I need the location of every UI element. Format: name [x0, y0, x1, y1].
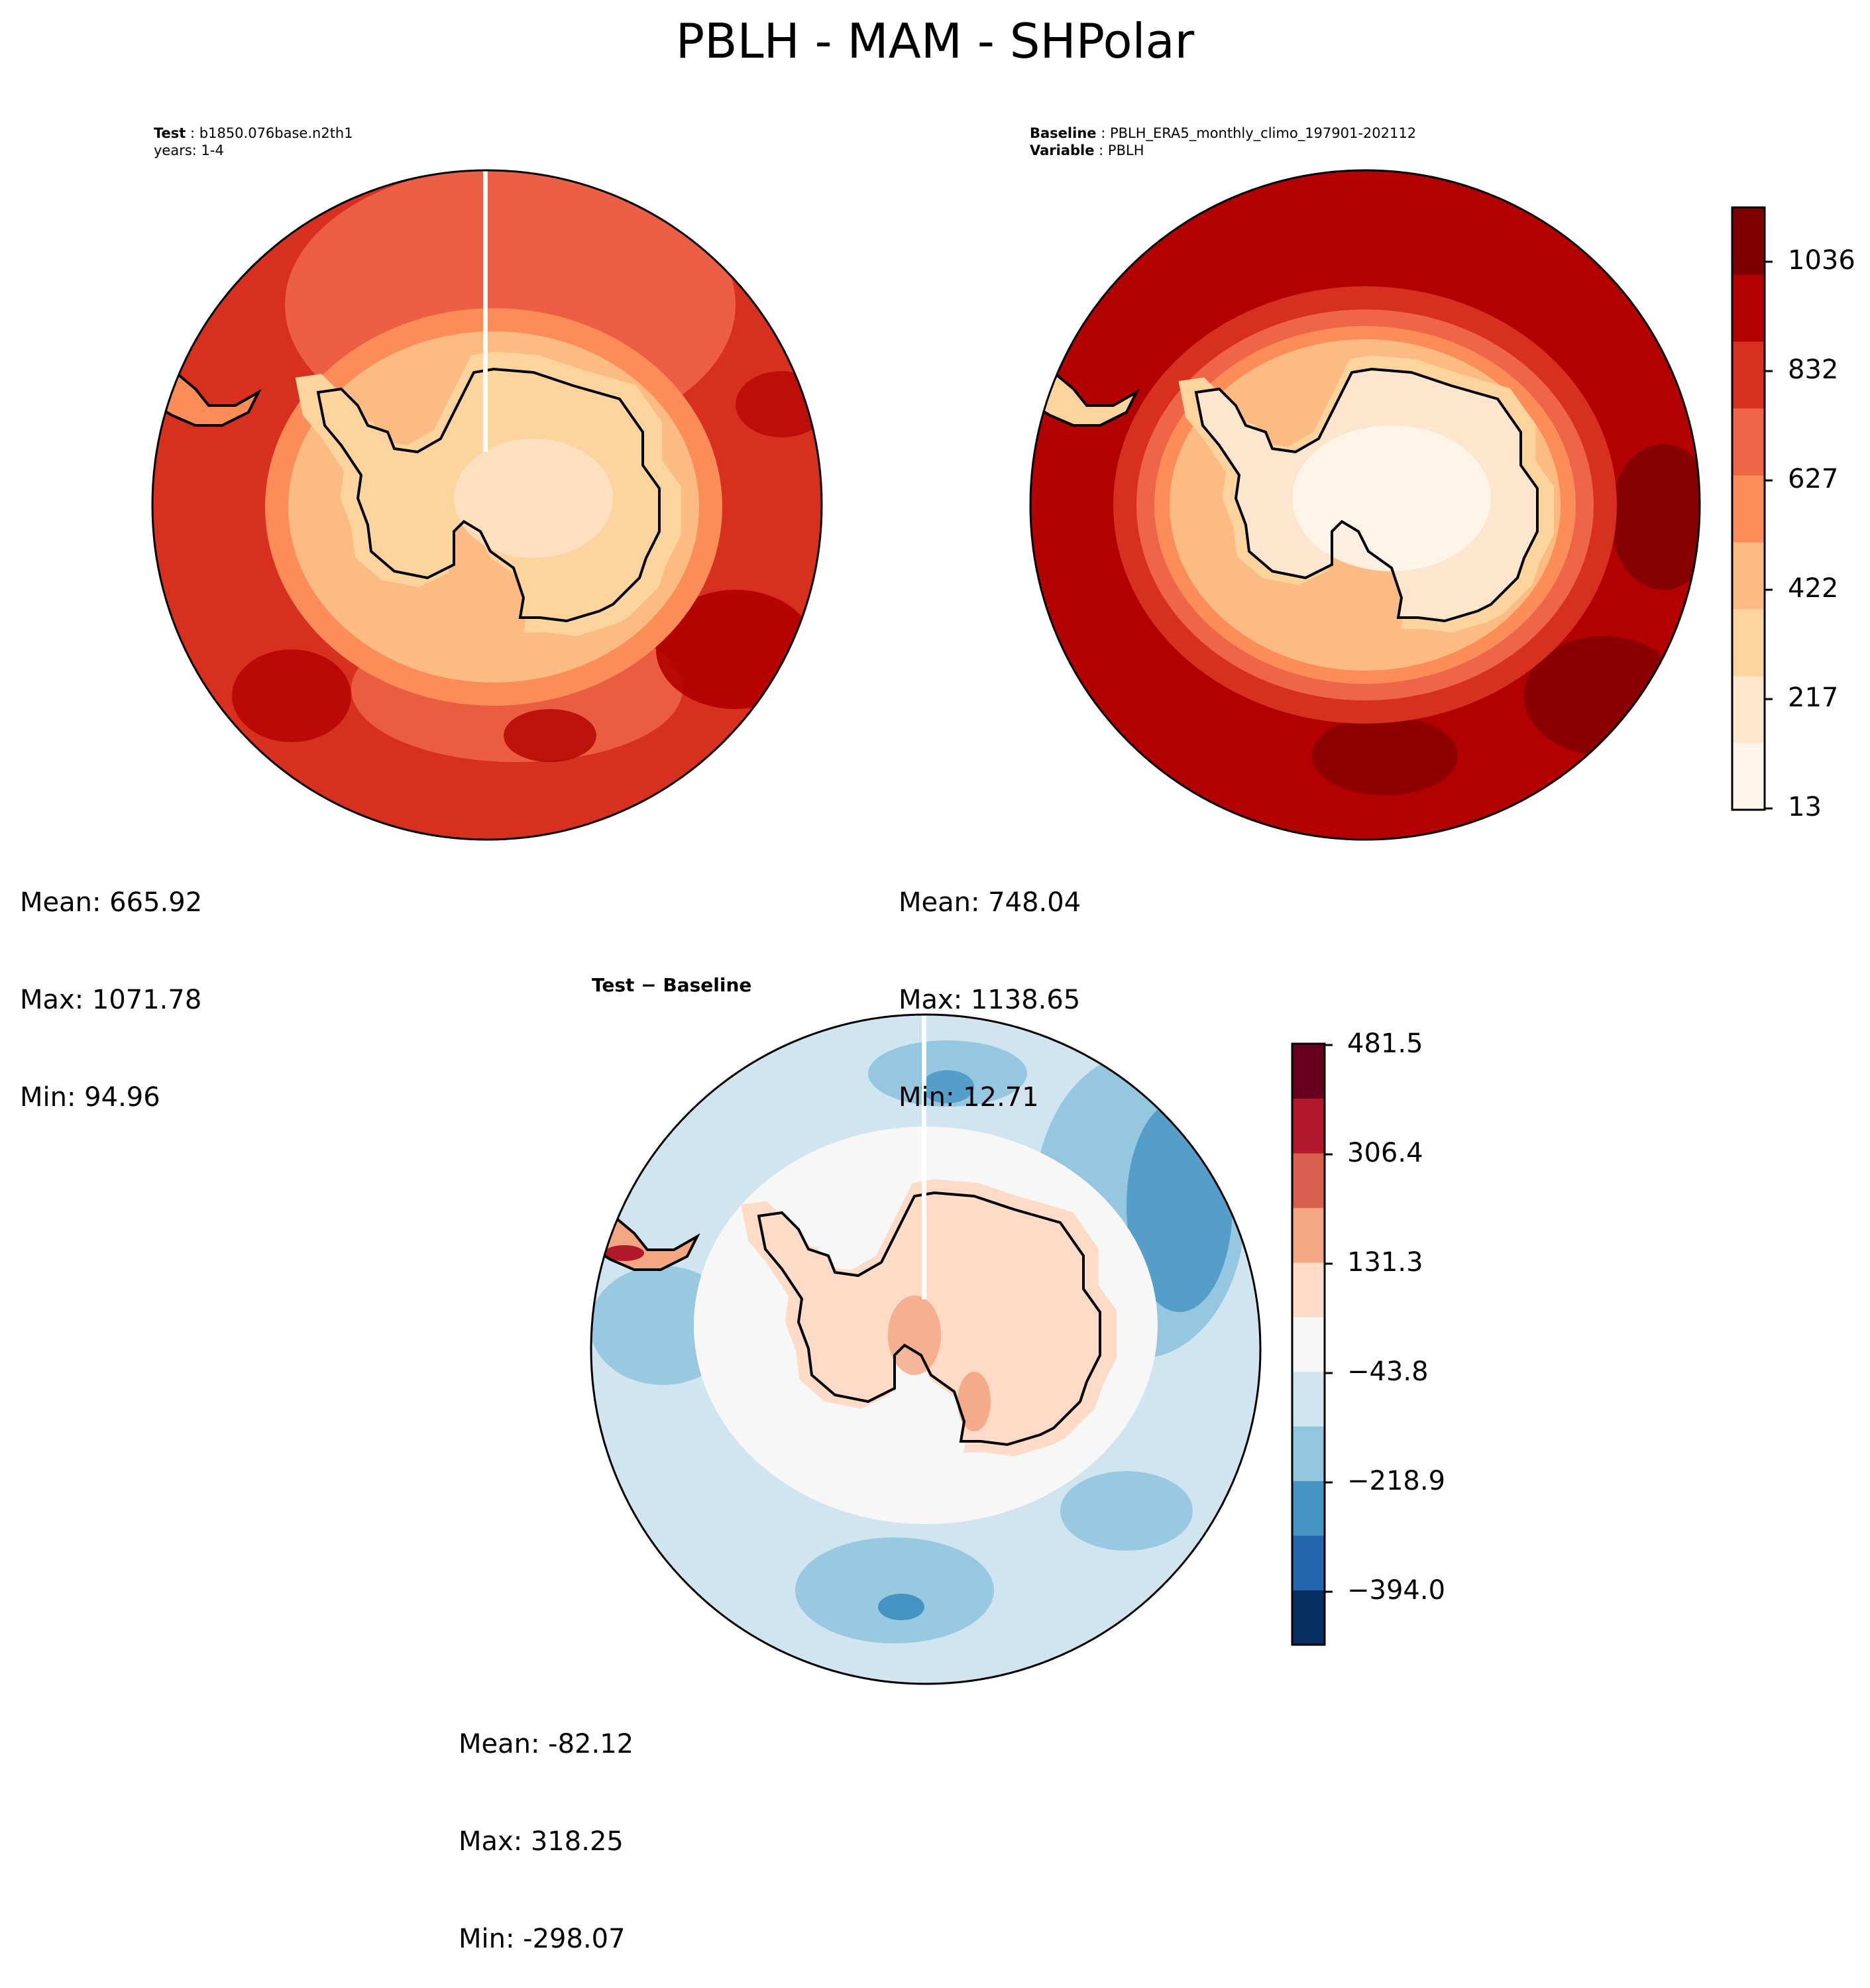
colorbar-segment [1292, 1317, 1325, 1372]
test-min: Min: 94.96 [20, 1082, 160, 1113]
top-colorbar-tick: 832 [1788, 355, 1839, 385]
difference-min: Min: -298.07 [459, 1924, 626, 1954]
baseline-case-name: PBLH_ERA5_monthly_climo_197901-202112 [1109, 125, 1417, 141]
colorbar-segment [1292, 1480, 1325, 1536]
colorbar-segment [1732, 609, 1765, 677]
baseline-panel-header: Baseline : PBLH_ERA5_monthly_climo_19790… [1030, 125, 1417, 158]
test-header-key: Test [154, 125, 186, 141]
diff-colorbar-tick: −43.8 [1347, 1356, 1429, 1387]
colorbar-segment [1292, 1152, 1325, 1208]
variable-name: PBLH [1107, 142, 1144, 158]
colorbar-segment [1292, 1207, 1325, 1263]
figure-title: PBLH - MAM - SHPolar [675, 13, 1195, 69]
difference-colorbar [1291, 1042, 1333, 1646]
difference-panel-header: Test − Baseline [592, 974, 752, 996]
difference-max: Max: 318.25 [459, 1826, 624, 1857]
top-colorbar-tick: 1036 [1788, 245, 1855, 276]
test-max: Max: 1071.78 [20, 985, 202, 1015]
test-mean: Mean: 665.92 [20, 887, 203, 918]
colorbar-segment [1292, 1590, 1325, 1645]
difference-mean: Mean: -82.12 [459, 1729, 634, 1759]
top-colorbar-tick: 422 [1788, 573, 1839, 604]
baseline-min: Min: 12.71 [899, 1082, 1039, 1113]
diff-colorbar-tick: −394.0 [1347, 1575, 1446, 1606]
baseline-header-key: Baseline [1030, 125, 1097, 141]
map-figure [151, 169, 1773, 1685]
colorbar-segment [1732, 207, 1765, 275]
baseline-max: Max: 1138.65 [899, 985, 1081, 1015]
colorbar-segment [1732, 341, 1765, 409]
test-years: years: 1-4 [154, 142, 224, 158]
colorbar-segment [1732, 542, 1765, 610]
diff-colorbar-tick: 306.4 [1347, 1138, 1423, 1168]
colorbar-segment [1292, 1044, 1325, 1099]
colorbar-segment [1292, 1371, 1325, 1427]
top-colorbar-tick: 217 [1788, 683, 1839, 713]
top-colorbar-tick: 13 [1788, 792, 1822, 822]
colorbar-segment [1732, 743, 1765, 810]
baseline-mean: Mean: 748.04 [899, 887, 1081, 918]
colorbar-segment [1292, 1098, 1325, 1154]
diff-colorbar-tick: −218.9 [1347, 1466, 1446, 1496]
test-case-name: b1850.076base.n2th1 [199, 125, 353, 141]
test-panel-header: Test : b1850.076base.n2th1 years: 1-4 [154, 125, 353, 158]
top-colorbar-tick: 627 [1788, 464, 1839, 494]
difference-stats: Mean: -82.12 Max: 318.25 Min: -298.07 [459, 1663, 633, 1988]
difference-map [591, 1015, 1260, 1684]
colorbar-segment [1732, 475, 1765, 543]
variable-header-key: Variable [1030, 142, 1095, 158]
colorbar-segment [1292, 1535, 1325, 1591]
colorbar-segment [1732, 274, 1765, 342]
baseline-map [1030, 170, 1700, 840]
colorbar-segment [1292, 1262, 1325, 1317]
colorbar-outline [1731, 206, 1766, 811]
top-colorbar [1731, 206, 1773, 811]
colorbar-segment [1732, 676, 1765, 744]
diff-colorbar-tick: 131.3 [1347, 1247, 1423, 1278]
test-stats: Mean: 665.92 Max: 1071.78 Min: 94.96 [20, 822, 202, 1146]
baseline-stats: Mean: 748.04 Max: 1138.65 Min: 12.71 [899, 822, 1081, 1146]
colorbar-outline [1291, 1042, 1326, 1646]
diff-colorbar-tick: 481.5 [1347, 1028, 1423, 1059]
colorbar-segment [1732, 408, 1765, 476]
colorbar-segment [1292, 1426, 1325, 1482]
